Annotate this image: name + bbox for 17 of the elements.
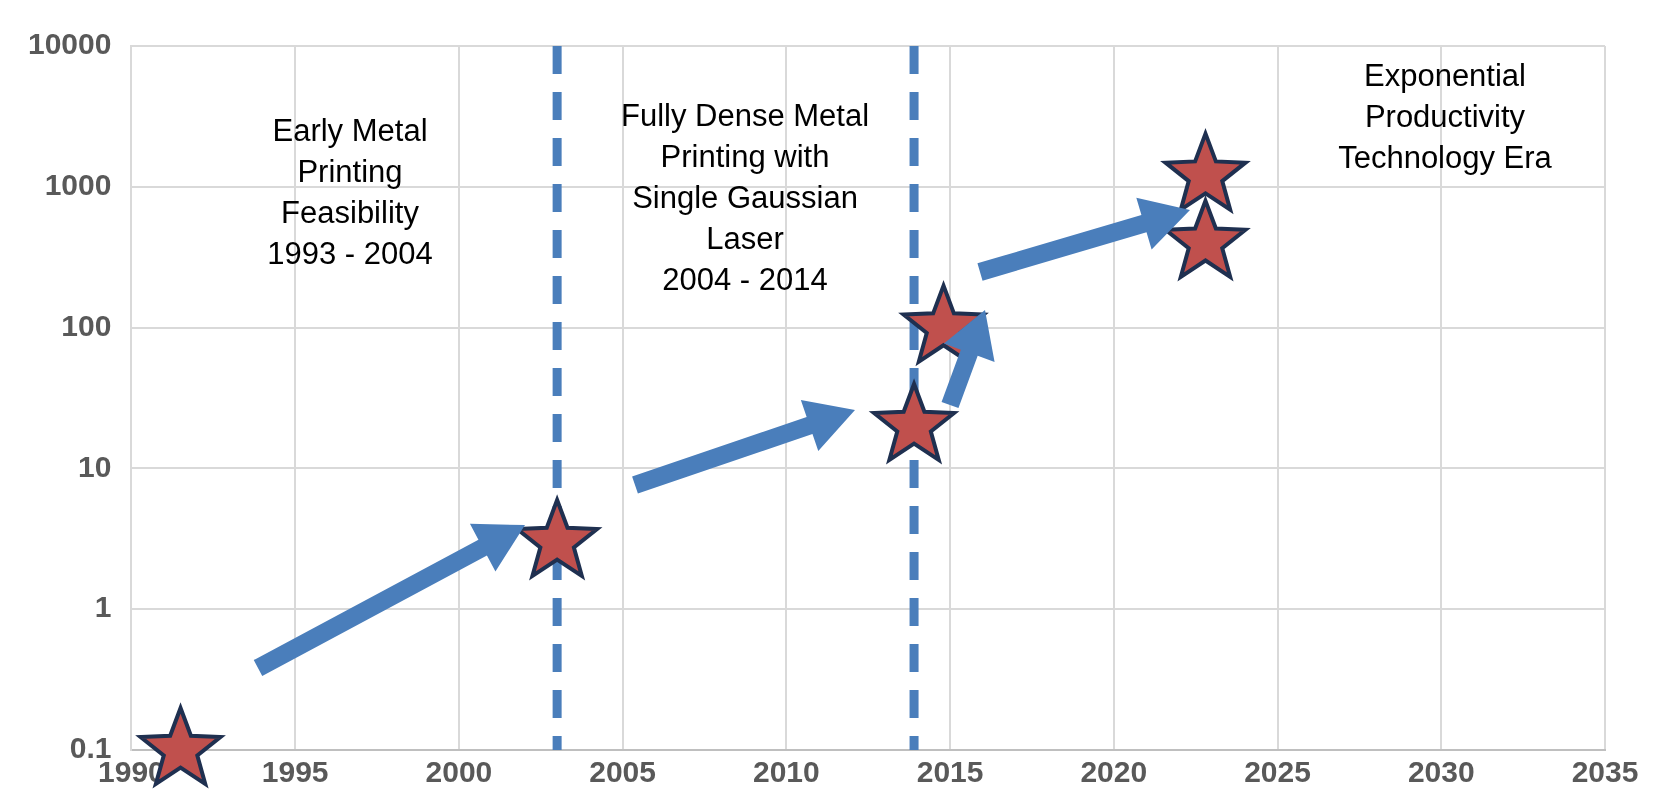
y-tick-label: 1 [94, 590, 112, 624]
annotation: Exponential Productivity Technology Era [1337, 57, 1553, 177]
y-tick-label: 10000 [27, 27, 112, 61]
x-tick-label: 1995 [261, 755, 329, 789]
y-tick-label: 10 [78, 449, 112, 483]
x-tick-label: 2000 [425, 755, 493, 789]
x-tick-label: 2020 [1080, 755, 1148, 789]
y-tick-label: 1000 [44, 168, 112, 202]
x-tick-label: 2005 [589, 755, 656, 789]
annotation: Fully Dense Metal Printing with Single Gaussian Laser 2004 - 2014 [619, 97, 871, 299]
x-tick-label: 2015 [916, 755, 984, 789]
y-tick-label: 100 [61, 308, 112, 342]
x-tick-label: 2025 [1244, 755, 1311, 789]
annotation: Early Metal Printing Feasibility 1993 - 2004 [266, 112, 434, 273]
x-tick-label: 2030 [1407, 755, 1475, 789]
x-tick-label: 2010 [752, 755, 820, 789]
x-tick-label: 2035 [1571, 755, 1639, 789]
